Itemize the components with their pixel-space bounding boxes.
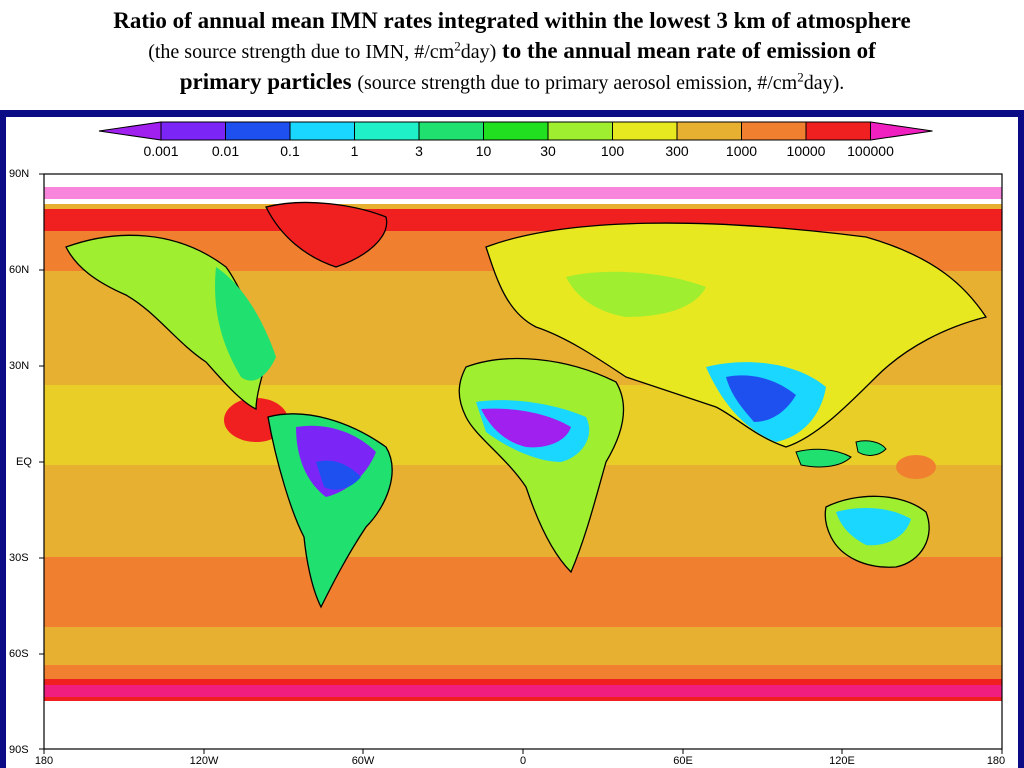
legend-swatch: [741, 121, 807, 141]
title-line-1: Ratio of annual mean IMN rates integrate…: [113, 8, 911, 33]
new-guinea: [855, 440, 887, 456]
axis-ticks: [39, 173, 1003, 754]
legend-arrow-high: [870, 121, 933, 141]
south-orange-band: [44, 557, 1002, 627]
north-america-green: [215, 267, 276, 381]
title-line-3-part-c: day).: [803, 71, 845, 94]
lon-label: 180: [35, 755, 53, 767]
title-line-3-part-b: (source strength due to primary aerosol …: [357, 71, 798, 94]
india-blue: [726, 375, 796, 422]
map-figure: 0.001 0.01 0.1 1 3 10 30 100 300 1000 10000 100000: [9, 121, 1005, 767]
antarctica: [44, 701, 1002, 749]
lon-label: 180: [987, 755, 1005, 767]
legend-swatch: [612, 121, 678, 141]
legend-swatch: [805, 121, 871, 141]
figure-title: Ratio of annual mean IMN rates integrate…: [0, 0, 1024, 108]
legend-level-label: 0.01: [212, 143, 239, 159]
lon-label: 60W: [352, 755, 375, 767]
legend-arrow-low: [98, 121, 162, 141]
legend-level-label: 1000: [726, 143, 757, 159]
legend-swatch: [547, 121, 613, 141]
north-red-band: [44, 209, 1002, 231]
greenland: [265, 201, 388, 268]
legend-swatch: [354, 121, 420, 141]
lat-label: 60N: [9, 264, 29, 276]
map-panel: 0.001 0.01 0.1 1 3 10 30 100 300 1000 10000 100000: [6, 117, 1018, 768]
legend-level-label: 30: [540, 143, 556, 159]
southern-magenta-band: [44, 685, 1002, 697]
europe-green: [566, 271, 706, 317]
lat-label: 90S: [9, 744, 29, 756]
legend-level-label: 10: [476, 143, 492, 159]
hotspot-west-pacific: [896, 455, 936, 479]
lon-label: 120E: [829, 755, 855, 767]
ratio-field: [44, 174, 1002, 749]
latitude-labels: 90N 60N 30N EQ 30S 60S 90S: [9, 168, 32, 756]
lat-label: EQ: [16, 456, 32, 468]
legend-swatch: [225, 121, 291, 141]
title-line-3-sup: 2: [797, 69, 804, 85]
title-line-2-part-b: day): [460, 41, 497, 64]
south-amber-band: [44, 627, 1002, 667]
indonesia: [795, 448, 852, 468]
legend-level-label: 0.001: [143, 143, 178, 159]
legend-swatch: [160, 121, 226, 141]
lat-label: 30N: [9, 360, 29, 372]
title-line-2-sup: 2: [454, 38, 461, 54]
title-line-3-part-a: primary particles: [179, 68, 352, 94]
title-line-2-part-a: (the source strength due to IMN, #/cm: [148, 41, 455, 64]
title-line-2: (the source strength due to IMN, #/cm2da…: [0, 36, 1024, 66]
south-orange-band-2: [44, 665, 1002, 679]
lon-label: 60E: [673, 755, 693, 767]
lon-label: 120W: [190, 755, 219, 767]
longitude-labels: 180 120W 60W 0 60E 120E 180: [35, 755, 1005, 767]
legend-swatch: [289, 121, 355, 141]
legend-level-label: 1: [351, 143, 359, 159]
legend-level-label: 300: [665, 143, 689, 159]
color-legend: 0.001 0.01 0.1 1 3 10 30 100 300 1000 10000 100000: [98, 121, 933, 159]
legend-swatch: [676, 121, 742, 141]
lat-label: 60S: [9, 648, 29, 660]
lat-label: 90N: [9, 168, 29, 180]
legend-level-label: 3: [415, 143, 423, 159]
amazon-blue: [316, 460, 361, 490]
legend-level-label: 10000: [787, 143, 826, 159]
legend-level-label: 100000: [847, 143, 894, 159]
lon-label: 0: [520, 755, 526, 767]
legend-level-label: 0.1: [280, 143, 300, 159]
title-line-2-part-c: to the annual mean rate of emission of: [502, 38, 876, 64]
title-line-3: primary particles (source strength due t…: [0, 67, 1024, 97]
congo-purple: [481, 408, 571, 448]
legend-swatch: [418, 121, 484, 141]
legend-swatch: [483, 121, 549, 141]
arctic-magenta-band: [44, 187, 1002, 199]
lat-label: 30S: [9, 552, 29, 564]
legend-level-label: 100: [601, 143, 625, 159]
australia-cyan: [836, 507, 911, 546]
